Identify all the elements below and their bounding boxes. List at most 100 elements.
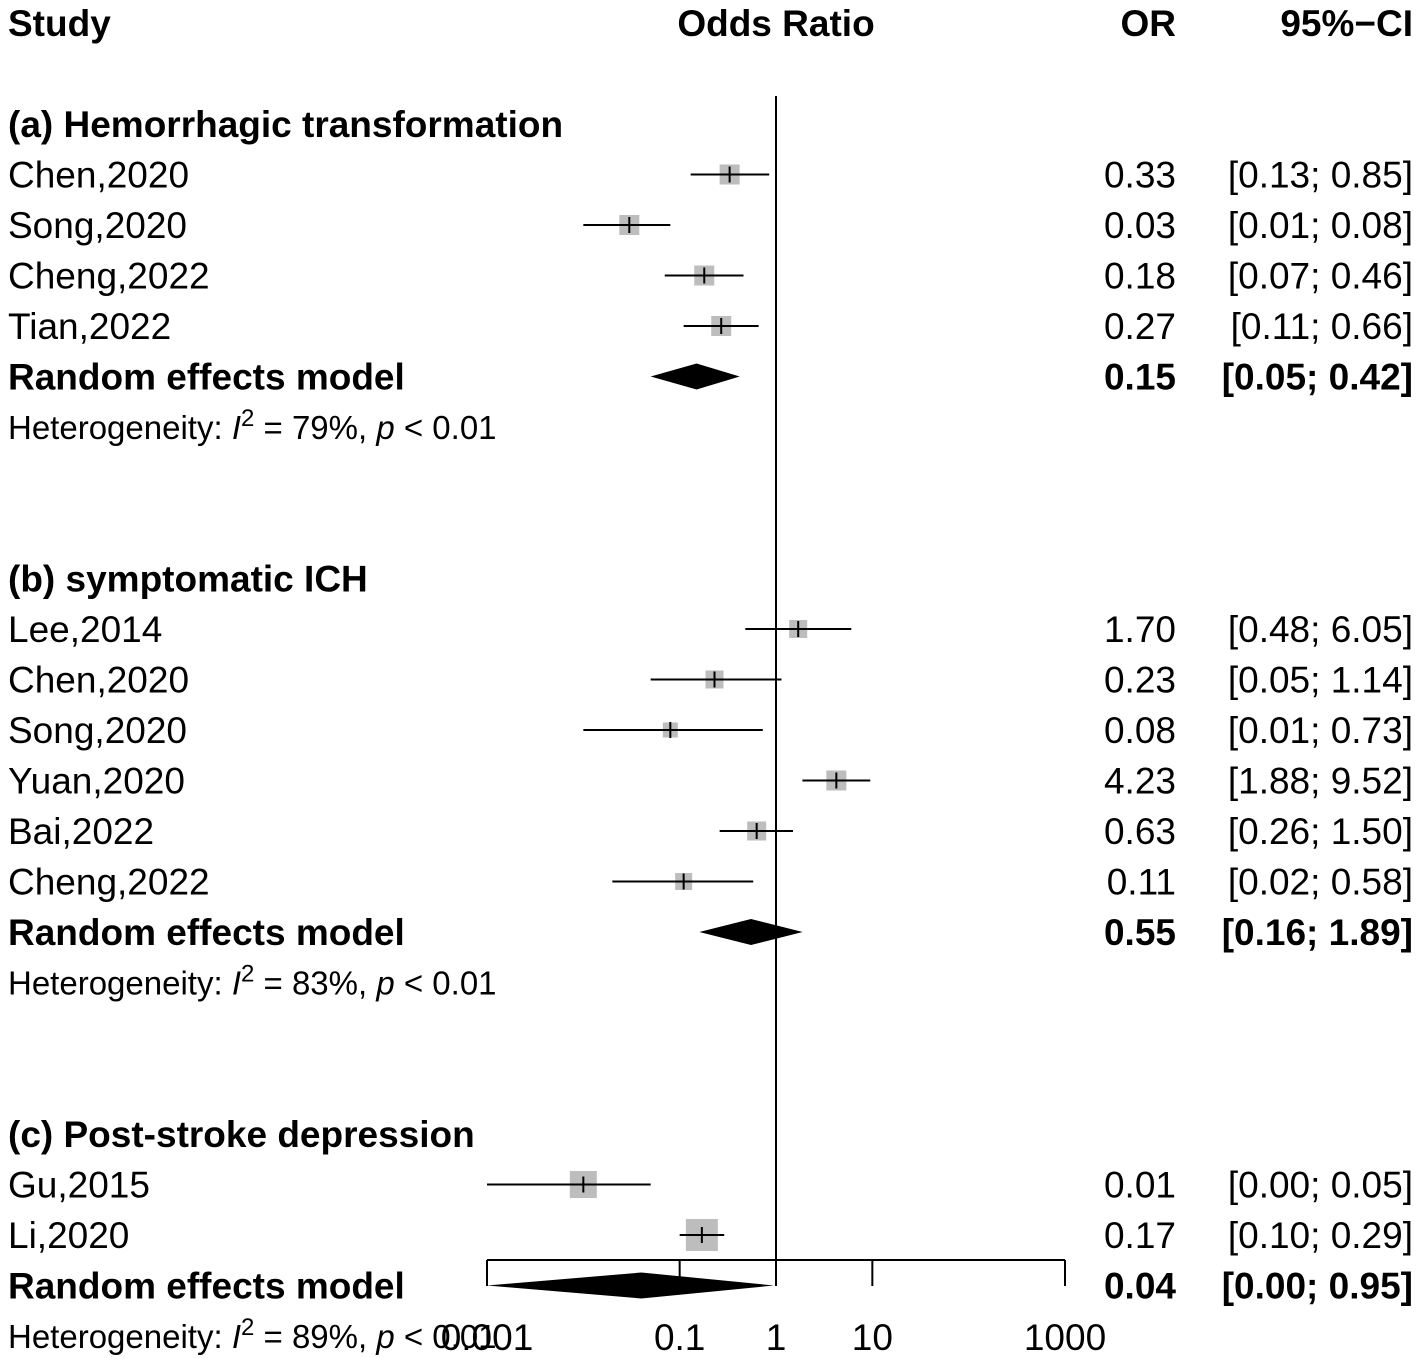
model-diamond — [699, 919, 803, 945]
x-axis: 0.001 0.1 1 10 1000 — [441, 96, 1106, 1358]
header-row: Study Odds Ratio OR 95%−CI — [8, 3, 1413, 44]
study-row: Tian,2022 0.27 [0.11; 0.66] — [8, 306, 1413, 347]
heterogeneity-sup: 2 — [241, 960, 254, 987]
model-ci: [0.16; 1.89] — [1222, 912, 1413, 953]
model-label: Random effects model — [8, 357, 405, 398]
study-or: 1.70 — [1104, 609, 1176, 650]
study-or: 0.01 — [1104, 1165, 1176, 1206]
study-row: Song,2020 0.03 [0.01; 0.08] — [8, 205, 1413, 246]
heterogeneity-text: Heterogeneity: I2 = 83%, p < 0.01 — [8, 960, 497, 1002]
study-or: 0.18 — [1104, 256, 1176, 297]
study-ci: [0.01; 0.08] — [1228, 205, 1413, 246]
group-label: (b) symptomatic ICH — [8, 559, 368, 600]
x-tick-label: 0.1 — [654, 1317, 705, 1358]
heterogeneity-tail: < 0.01 — [395, 1318, 497, 1355]
model-row: Random effects model 0.15 [0.05; 0.42] — [8, 357, 1413, 398]
study-or: 0.33 — [1104, 155, 1176, 196]
study-ci: [0.02; 0.58] — [1228, 862, 1413, 903]
x-tick-label: 10 — [852, 1317, 893, 1358]
study-row: Gu,2015 0.01 [0.00; 0.05] — [8, 1165, 1413, 1206]
study-row: Yuan,2020 4.23 [1.88; 9.52] — [8, 761, 1413, 802]
study-name: Gu,2015 — [8, 1165, 150, 1206]
model-diamond — [487, 1272, 774, 1299]
x-tick-label: 0.001 — [441, 1317, 534, 1358]
header-or: OR — [1121, 3, 1177, 44]
heterogeneity-mid: = 89%, — [254, 1318, 376, 1355]
study-ci: [0.26; 1.50] — [1228, 811, 1413, 852]
study-or: 0.63 — [1104, 811, 1176, 852]
heterogeneity-i: I — [232, 965, 241, 1002]
group-label: (c) Post-stroke depression — [8, 1114, 475, 1155]
study-ci: [0.11; 0.66] — [1231, 306, 1413, 347]
study-name: Song,2020 — [8, 710, 187, 751]
heterogeneity-p: p — [375, 1318, 394, 1355]
heterogeneity-i: I — [232, 1318, 241, 1355]
header-study: Study — [8, 3, 111, 44]
heterogeneity-p: p — [375, 965, 394, 1002]
heterogeneity-text: Heterogeneity: I2 = 89%, p < 0.01 — [8, 1314, 497, 1356]
heterogeneity-tail: < 0.01 — [395, 409, 497, 446]
model-ci: [0.00; 0.95] — [1222, 1266, 1413, 1307]
study-or: 0.03 — [1104, 205, 1176, 246]
heterogeneity-text: Heterogeneity: I2 = 79%, p < 0.01 — [8, 405, 497, 447]
heterogeneity-p: p — [375, 409, 394, 446]
study-row: Li,2020 0.17 [0.10; 0.29] — [8, 1215, 1413, 1256]
study-name: Chen,2020 — [8, 660, 189, 701]
study-or: 0.27 — [1104, 306, 1176, 347]
study-row: Song,2020 0.08 [0.01; 0.73] — [8, 710, 1413, 751]
model-or: 0.55 — [1104, 912, 1176, 953]
study-ci: [1.88; 9.52] — [1228, 761, 1413, 802]
x-tick-label: 1 — [766, 1317, 787, 1358]
heterogeneity-i: I — [232, 409, 241, 446]
heterogeneity-sup: 2 — [241, 1314, 254, 1341]
heterogeneity-prefix: Heterogeneity: — [8, 409, 232, 446]
study-or: 0.23 — [1104, 660, 1176, 701]
study-name: Li,2020 — [8, 1215, 129, 1256]
model-label: Random effects model — [8, 912, 405, 953]
model-row: Random effects model 0.55 [0.16; 1.89] — [8, 912, 1413, 953]
x-tick-label: 1000 — [1024, 1317, 1106, 1358]
model-or: 0.15 — [1104, 357, 1176, 398]
group-label: (a) Hemorrhagic transformation — [8, 104, 563, 145]
model-label: Random effects model — [8, 1266, 405, 1307]
forest-rows: (a) Hemorrhagic transformation Chen,2020 0… — [8, 104, 1413, 1355]
study-ci: [0.01; 0.73] — [1228, 710, 1413, 751]
study-ci: [0.05; 1.14] — [1228, 660, 1413, 701]
study-name: Cheng,2022 — [8, 256, 210, 297]
study-row: Chen,2020 0.33 [0.13; 0.85] — [8, 155, 1413, 196]
study-row: Chen,2020 0.23 [0.05; 1.14] — [8, 660, 1413, 701]
model-diamond — [650, 363, 740, 390]
study-or: 0.08 — [1104, 710, 1176, 751]
heterogeneity-mid: = 83%, — [254, 965, 376, 1002]
study-name: Tian,2022 — [8, 306, 171, 347]
study-row: Cheng,2022 0.11 [0.02; 0.58] — [8, 862, 1413, 903]
study-ci: [0.07; 0.46] — [1228, 256, 1413, 297]
study-name: Bai,2022 — [8, 811, 154, 852]
study-name: Cheng,2022 — [8, 862, 210, 903]
study-ci: [0.00; 0.05] — [1228, 1165, 1413, 1206]
study-ci: [0.10; 0.29] — [1228, 1215, 1413, 1256]
study-or: 0.17 — [1104, 1215, 1176, 1256]
study-name: Song,2020 — [8, 205, 187, 246]
heterogeneity-mid: = 79%, — [254, 409, 376, 446]
model-ci: [0.05; 0.42] — [1222, 357, 1413, 398]
study-row: Bai,2022 0.63 [0.26; 1.50] — [8, 811, 1413, 852]
heterogeneity-prefix: Heterogeneity: — [8, 965, 232, 1002]
heterogeneity-prefix: Heterogeneity: — [8, 1318, 232, 1355]
header-ci: 95%−CI — [1280, 3, 1413, 44]
study-name: Yuan,2020 — [8, 761, 185, 802]
study-or: 0.11 — [1107, 862, 1176, 903]
study-row: Lee,2014 1.70 [0.48; 6.05] — [8, 609, 1413, 650]
header-odds-ratio: Odds Ratio — [677, 3, 874, 44]
model-row: Random effects model 0.04 [0.00; 0.95] — [8, 1266, 1413, 1307]
study-ci: [0.48; 6.05] — [1228, 609, 1413, 650]
study-name: Lee,2014 — [8, 609, 162, 650]
study-or: 4.23 — [1104, 761, 1176, 802]
heterogeneity-tail: < 0.01 — [395, 965, 497, 1002]
model-or: 0.04 — [1104, 1266, 1176, 1307]
study-row: Cheng,2022 0.18 [0.07; 0.46] — [8, 256, 1413, 297]
study-ci: [0.13; 0.85] — [1228, 155, 1413, 196]
heterogeneity-sup: 2 — [241, 405, 254, 432]
study-name: Chen,2020 — [8, 155, 189, 196]
